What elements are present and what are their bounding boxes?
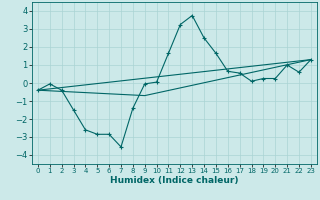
X-axis label: Humidex (Indice chaleur): Humidex (Indice chaleur)	[110, 176, 239, 185]
